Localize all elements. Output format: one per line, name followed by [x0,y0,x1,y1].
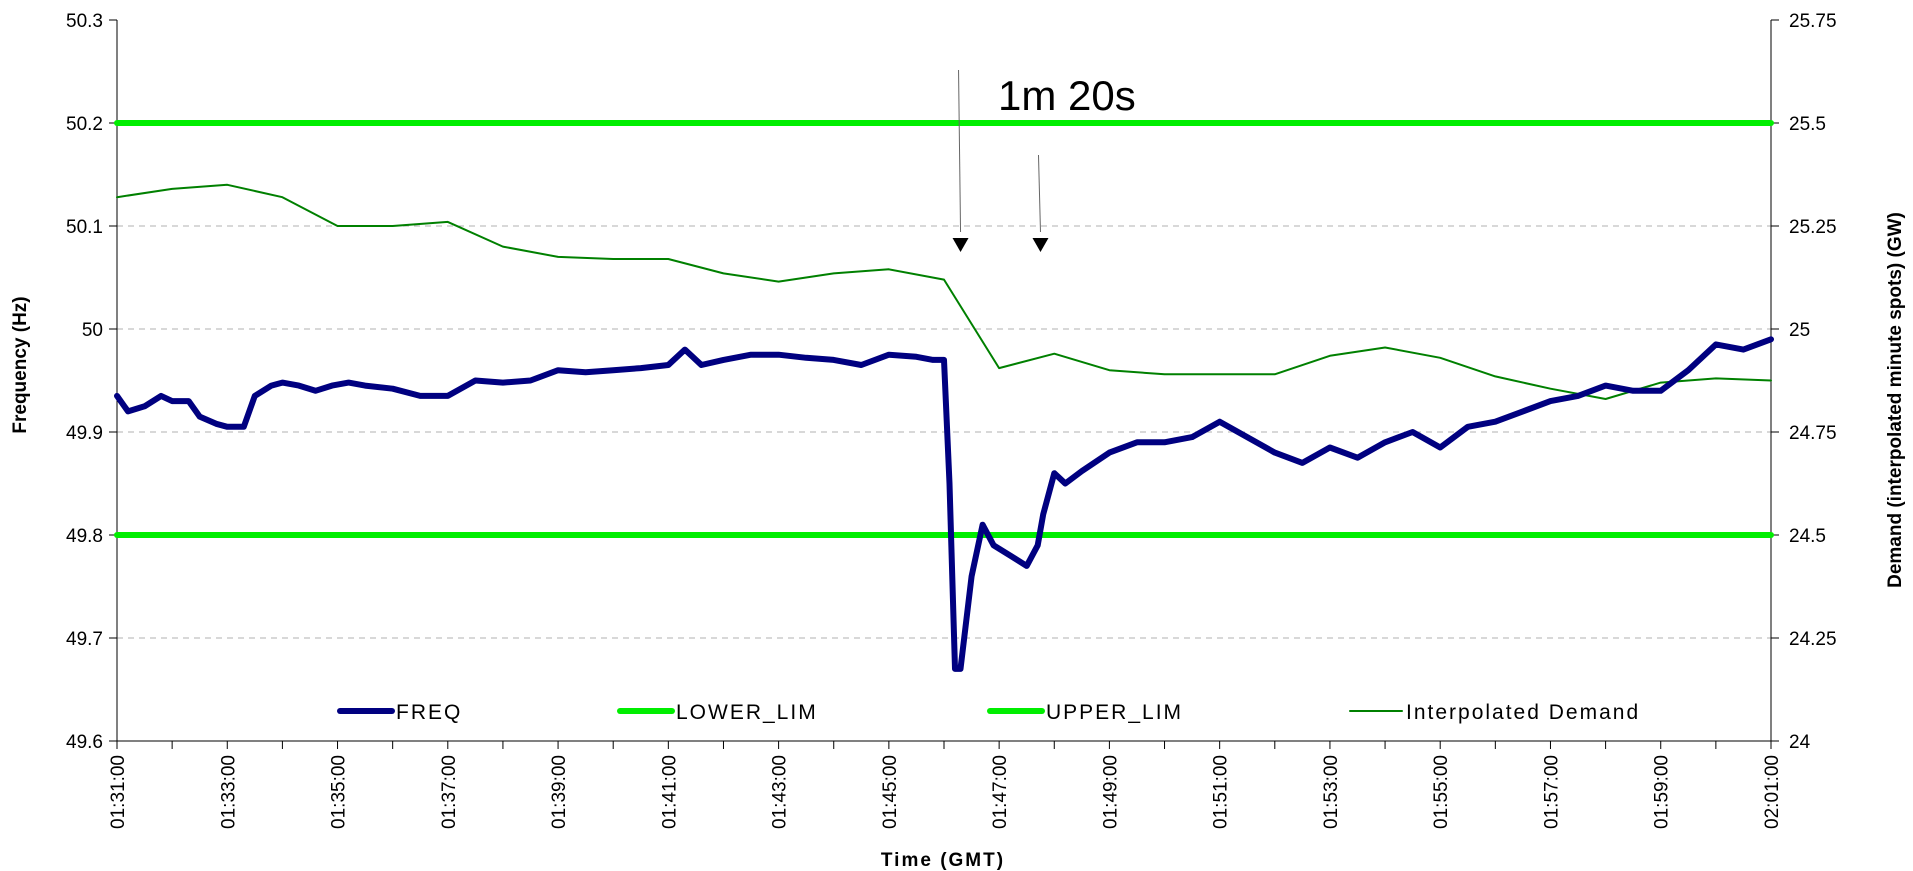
annotation-label: 1m 20s [998,72,1136,119]
y-tick-label: 50.2 [66,114,103,135]
axes: 49.6 49.7 49.8 49.9 50 50.1 50.2 50.3 24 24.25 24.… [66,11,1837,829]
annotation-arrow-line [1037,154,1041,233]
plot-area [114,120,1774,672]
x-tick-label: 01:33:00 [218,755,239,829]
x-tick-label: 01:43:00 [770,755,791,829]
x-tick-label: 01:39:00 [549,755,570,829]
x-tick-label: 01:59:00 [1652,755,1673,829]
x-tick-label: 01:47:00 [990,755,1011,829]
annotations: 1m 20s [952,69,1136,252]
y2-tick-label: 24 [1789,732,1811,753]
x-tick-label: 01:37:00 [439,755,460,829]
y-tick-label: 49.9 [66,423,103,444]
y2-tick-label: 25.75 [1789,11,1837,32]
x-tick-label: 01:45:00 [880,755,901,829]
y-tick-label: 49.6 [66,732,103,753]
y2-tick-label: 24.75 [1789,423,1837,444]
legend-label: Interpolated Demand [1406,701,1640,724]
x-tick-label: 01:57:00 [1541,755,1562,829]
x-axis-title: Time (GMT) [881,850,1005,871]
y-tick-label: 49.8 [66,526,103,547]
annotation-arrow-head [1032,238,1049,252]
legend-label: FREQ [396,701,462,724]
x-tick-label: 01:51:00 [1211,755,1232,829]
x-tick-label: 01:41:00 [659,755,680,829]
y-tick-label: 50.3 [66,11,103,32]
y2-tick-label: 24.5 [1789,526,1826,547]
legend: FREQ LOWER_LIM UPPER_LIM Interpolated Deman… [337,701,1640,724]
y2-tick-label: 25 [1789,320,1810,341]
x-tick-label: 01:53:00 [1321,755,1342,829]
x-tick-label: 01:35:00 [329,755,350,829]
y-tick-label: 49.7 [66,629,103,650]
x-tick-label: 01:49:00 [1100,755,1121,829]
y-axis-title: Frequency (Hz) [10,296,31,433]
series-line-interpolated-demand [116,183,1772,400]
y2-tick-label: 25.25 [1789,217,1837,238]
legend-label: UPPER_LIM [1046,701,1183,724]
legend-label: LOWER_LIM [676,701,818,724]
y-tick-label: 50.1 [66,217,103,238]
annotation-arrow-line [958,69,962,233]
annotation-arrow-head [952,238,969,252]
x-tick-label: 02:01:00 [1762,755,1783,829]
x-tick-label: 01:55:00 [1431,755,1452,829]
y2-tick-label: 24.25 [1789,629,1837,650]
series-line-freq [114,336,1774,672]
y2-tick-label: 25.5 [1789,114,1826,135]
x-tick-label: 01:31:00 [108,755,129,829]
y-tick-label: 50 [82,320,103,341]
y2-axis-title: Demand (interpolated minute spots) (GW) [1885,212,1906,588]
